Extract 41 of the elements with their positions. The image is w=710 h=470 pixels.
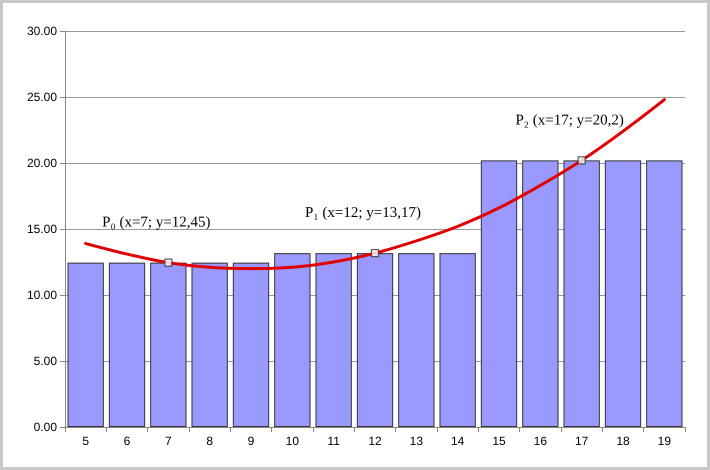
x-tick-label: 12	[368, 434, 382, 448]
bar	[563, 160, 600, 427]
bar	[108, 262, 146, 427]
y-tick-label: 10.00	[26, 288, 58, 302]
x-tick-label: 13	[410, 434, 424, 448]
bar	[150, 262, 187, 427]
x-tick-label: 11	[327, 434, 340, 448]
x-tick-label: 6	[124, 434, 131, 448]
y-tick-label: 0.00	[34, 420, 58, 434]
x-tick-label: 9	[248, 434, 255, 448]
bar	[315, 253, 352, 427]
y-tick-label: 5.00	[34, 354, 58, 368]
y-tick-label: 25.00	[26, 90, 58, 104]
bar	[604, 160, 642, 427]
bar	[356, 253, 394, 427]
bar	[191, 262, 228, 427]
y-tick-label: 30.00	[26, 24, 58, 38]
bar	[67, 262, 104, 427]
bar	[522, 160, 559, 427]
bar	[398, 253, 435, 427]
x-tick-label: 16	[534, 434, 548, 448]
x-tick-label: 8	[206, 434, 214, 448]
bar	[439, 253, 476, 427]
x-tick-label: 10	[286, 434, 300, 448]
bar	[480, 160, 518, 427]
y-tick-label: 15.00	[26, 222, 58, 236]
x-tick-label: 19	[658, 434, 672, 448]
annotation: P₀ (x=7; y=12,45)	[102, 214, 211, 231]
y-tick-label: 20.00	[26, 156, 58, 170]
bar	[274, 253, 311, 427]
x-tick-label: 15	[492, 434, 506, 448]
x-tick-label: 17	[574, 434, 589, 448]
x-tick-label: 7	[164, 434, 172, 448]
x-tick-label: 5	[82, 434, 90, 448]
bar	[646, 160, 683, 427]
annotation: P₂ (x=17; y=20,2)	[515, 112, 624, 128]
annotation: P₁ (x=12; y=13,17)	[305, 205, 421, 222]
x-tick-label: 18	[616, 434, 630, 448]
line-series	[84, 98, 666, 270]
bar	[232, 262, 270, 427]
x-tick-label: 14	[450, 434, 465, 448]
